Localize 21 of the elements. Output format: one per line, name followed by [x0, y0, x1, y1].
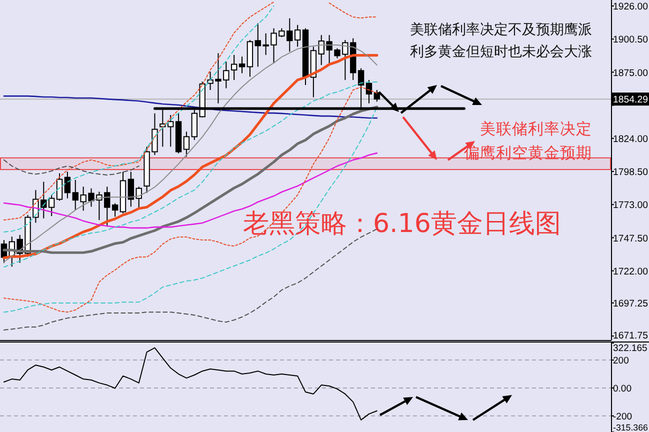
y-tick-label: 322.165 [613, 343, 648, 354]
y-tick-label: 1697.25 [613, 298, 648, 310]
y-tick-label: 1722.00 [613, 266, 648, 278]
y-tick-label: 1747.50 [613, 233, 648, 244]
y-tick-label: -200 [613, 411, 632, 422]
annotation: 利多黄金但短时也未必会大涨 [410, 44, 592, 60]
y-tick-label: 1773.00 [613, 200, 648, 212]
y-tick-label: 1900.50 [613, 34, 648, 46]
annotation: 美联储利率决定 [480, 120, 592, 138]
y-tick-label: 1824.00 [613, 134, 648, 145]
text: 老黑策略：6.16黄金日线图 [243, 209, 561, 239]
y-tick-label: 1926.00 [613, 2, 648, 13]
annotation: 美联储利率决定不及预期鹰派 [410, 22, 592, 38]
y-tick-label: 1875.00 [613, 68, 648, 79]
y-tick-label: 200 [613, 355, 629, 366]
y-tick-label: 0.00 [613, 383, 632, 394]
y-tick-label: -315.366 [613, 422, 648, 432]
annotation: 偏鹰利空黄金预期 [464, 144, 592, 162]
y-tick-label: 1798.50 [613, 167, 648, 178]
y-tick-label: 1671.75 [613, 330, 648, 342]
ref-line-label: 1854.29 [613, 94, 648, 106]
